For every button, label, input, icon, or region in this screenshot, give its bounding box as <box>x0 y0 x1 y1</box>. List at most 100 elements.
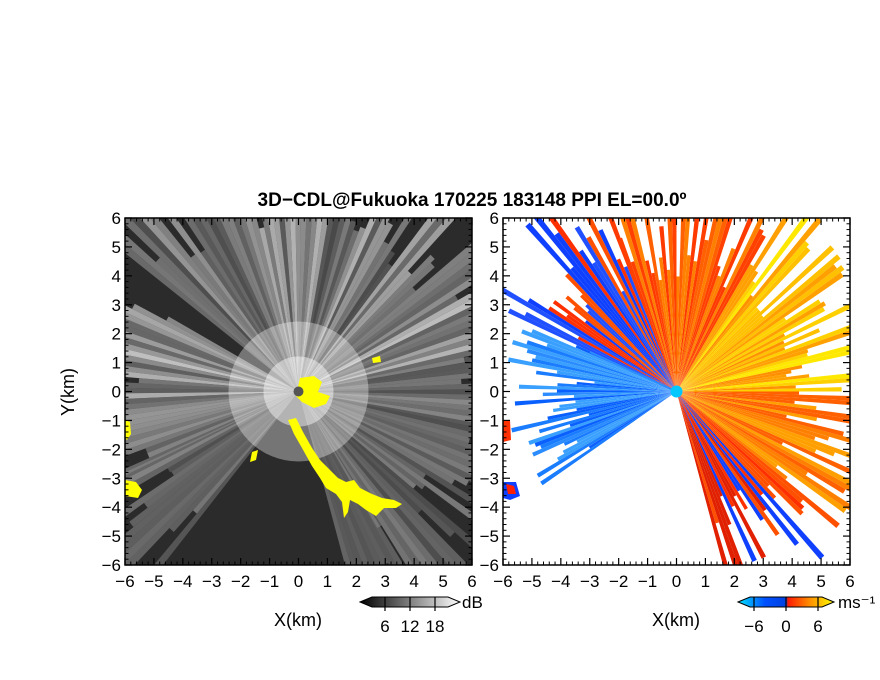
velocity-clutter-echoes <box>503 420 520 500</box>
velocity-ray <box>676 391 850 406</box>
reflectivity-ray <box>144 391 299 508</box>
velocity-ray <box>676 391 817 410</box>
velocity-ray <box>546 343 677 392</box>
reflectivity-ray <box>125 391 299 410</box>
velocity-ray <box>547 391 677 420</box>
reflectivity-xtick-label: 4 <box>409 572 418 591</box>
reflectivity-ray <box>125 391 299 565</box>
reflectivity-ray <box>298 391 389 565</box>
velocity-ray <box>651 272 677 392</box>
velocity-ray <box>676 391 850 443</box>
reflectivity-ray <box>298 391 472 433</box>
clutter-patch-center <box>296 376 330 408</box>
velocity-xtick-label: 3 <box>759 572 768 591</box>
reflectivity-ray <box>298 277 472 392</box>
reflectivity-ray <box>167 218 299 392</box>
reflectivity-ray <box>298 254 435 392</box>
reflectivity-xtick-label: 3 <box>381 572 390 591</box>
velocity-ray <box>511 391 677 433</box>
reflectivity-ray <box>298 391 414 565</box>
velocity-ray <box>676 391 847 513</box>
reflectivity-ytick-label: −5 <box>102 527 121 546</box>
reflectivity-ray <box>125 391 299 433</box>
velocity-ray <box>676 385 796 392</box>
reflectivity-ray <box>298 391 431 565</box>
velocity-ray <box>508 357 677 392</box>
velocity-ray <box>676 307 759 392</box>
velocity-ray <box>535 355 677 392</box>
velocity-ytick-label: −5 <box>480 527 499 546</box>
reflectivity-ray <box>129 391 299 528</box>
reflectivity-ray <box>298 218 335 392</box>
velocity-xtick-label: 6 <box>845 572 854 591</box>
velocity-clutter-west-3 <box>506 484 516 494</box>
velocity-ray <box>526 348 677 392</box>
reflectivity-ray <box>125 382 299 392</box>
velocity-colorbar-ticks: −6 0 6 <box>744 597 823 636</box>
reflectivity-xtick-label: 0 <box>294 572 303 591</box>
reflectivity-ray <box>295 218 301 392</box>
velocity-ray <box>676 391 723 497</box>
velocity-ray <box>676 391 764 521</box>
reflectivity-ytick-label: 1 <box>112 354 121 373</box>
velocity-ray <box>676 373 850 392</box>
velocity-ray <box>676 391 850 510</box>
velocity-ray <box>671 218 677 392</box>
velocity-ray <box>538 391 677 434</box>
velocity-ray <box>620 218 677 392</box>
velocity-colorbar-tick-label: 6 <box>813 617 822 636</box>
reflectivity-ray <box>298 391 459 565</box>
velocity-xtick-label: 5 <box>816 572 825 591</box>
radar-site-marker <box>293 386 304 397</box>
reflectivity-ray <box>262 218 299 392</box>
velocity-ray <box>565 295 677 392</box>
velocity-ray <box>676 275 721 392</box>
reflectivity-ray <box>298 389 472 395</box>
reflectivity-ray <box>298 218 413 392</box>
reflectivity-ray <box>219 218 299 392</box>
velocity-ray <box>676 391 830 441</box>
reflectivity-colorbar: 6 12 18 dB <box>358 593 483 636</box>
velocity-xtick-label: 2 <box>730 572 739 591</box>
velocity-ray <box>548 218 677 392</box>
velocity-xtick-label: −2 <box>609 572 628 591</box>
velocity-ray <box>676 391 808 476</box>
reflectivity-ray <box>125 391 299 544</box>
velocity-ray <box>644 218 677 392</box>
reflectivity-ray <box>125 305 299 392</box>
figure-title: 3D−CDL@Fukuoka 170225 183148 PPI EL=00.0… <box>258 190 687 211</box>
reflectivity-ray <box>125 312 299 392</box>
reflectivity-colorbar-ticks: 6 12 18 <box>380 597 444 636</box>
reflectivity-ray <box>298 391 472 505</box>
reflectivity-ray <box>125 391 299 494</box>
reflectivity-ray <box>298 391 426 479</box>
velocity-ray-spoke <box>589 351 677 393</box>
reflectivity-ytick-label: 5 <box>112 238 121 257</box>
reflectivity-ray <box>125 387 299 394</box>
reflectivity-ray <box>169 391 299 532</box>
velocity-ray <box>676 218 719 392</box>
reflectivity-ray <box>298 287 416 392</box>
velocity-ray <box>676 333 786 392</box>
reflectivity-ray <box>298 391 422 565</box>
velocity-ray <box>676 387 842 392</box>
reflectivity-ray <box>298 391 472 406</box>
reflectivity-ray <box>244 218 299 392</box>
velocity-xlabel: X(km) <box>652 610 700 630</box>
velocity-ray <box>676 391 757 562</box>
velocity-ray <box>676 391 787 418</box>
reflectivity-ray <box>298 378 462 392</box>
velocity-ray <box>587 310 677 392</box>
velocity-ray <box>676 391 799 546</box>
reflectivity-ray <box>298 218 346 392</box>
velocity-ray <box>676 391 738 565</box>
reflectivity-ray <box>298 295 459 392</box>
reflectivity-ray <box>298 391 397 565</box>
reflectivity-xtick-label: −1 <box>260 572 279 591</box>
velocity-ray <box>676 391 788 480</box>
reflectivity-ray <box>129 218 299 392</box>
velocity-ray <box>676 270 759 392</box>
velocity-colorbar-tick-label: −6 <box>744 617 763 636</box>
velocity-xtick-label: −5 <box>522 572 541 591</box>
velocity-rays <box>503 218 850 565</box>
